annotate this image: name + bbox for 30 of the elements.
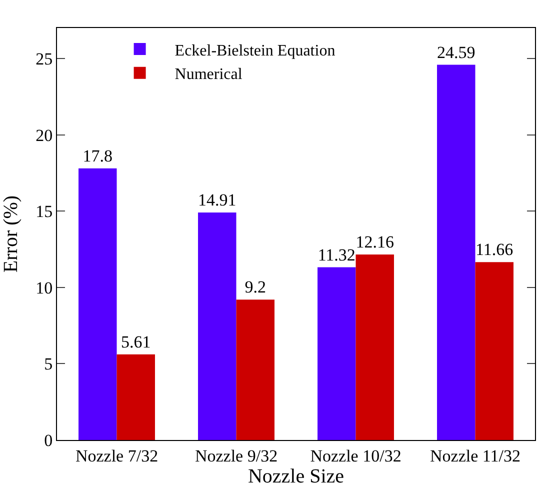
data-label: 5.61	[120, 332, 151, 352]
y-tick-label: 5	[44, 354, 53, 374]
y-axis-title: Error (%)	[0, 195, 22, 273]
data-label: 12.16	[356, 232, 394, 252]
bar	[116, 354, 155, 440]
bar	[437, 64, 476, 440]
x-tick-label: Nozzle 10/32	[310, 446, 402, 466]
bar	[318, 267, 356, 440]
data-label: 11.32	[318, 245, 356, 264]
bar	[356, 254, 394, 440]
x-tick-label: Nozzle 9/32	[194, 446, 278, 466]
data-label: 14.91	[198, 190, 236, 210]
y-tick-label: 20	[36, 126, 53, 145]
x-tick-label: Nozzle 11/32	[430, 446, 520, 466]
bar	[236, 300, 274, 440]
y-tick-label: 0	[44, 430, 53, 450]
y-tick-label: 25	[36, 49, 53, 68]
y-tick-label: 15	[36, 202, 53, 222]
bar	[475, 262, 514, 440]
data-label: 9.2	[244, 278, 266, 297]
legend-label: Numerical	[174, 66, 243, 84]
x-axis-title: Nozzle Size	[248, 465, 344, 488]
data-label: 24.59	[437, 42, 476, 62]
data-label: 17.8	[82, 146, 113, 166]
y-tick-label: 10	[36, 278, 53, 298]
bar	[198, 212, 236, 440]
legend-label: Eckel-Bielstein Equation	[174, 42, 336, 60]
x-tick-label: Nozzle 7/32	[75, 446, 158, 466]
data-label: 11.66	[476, 240, 514, 260]
bar	[78, 168, 117, 440]
